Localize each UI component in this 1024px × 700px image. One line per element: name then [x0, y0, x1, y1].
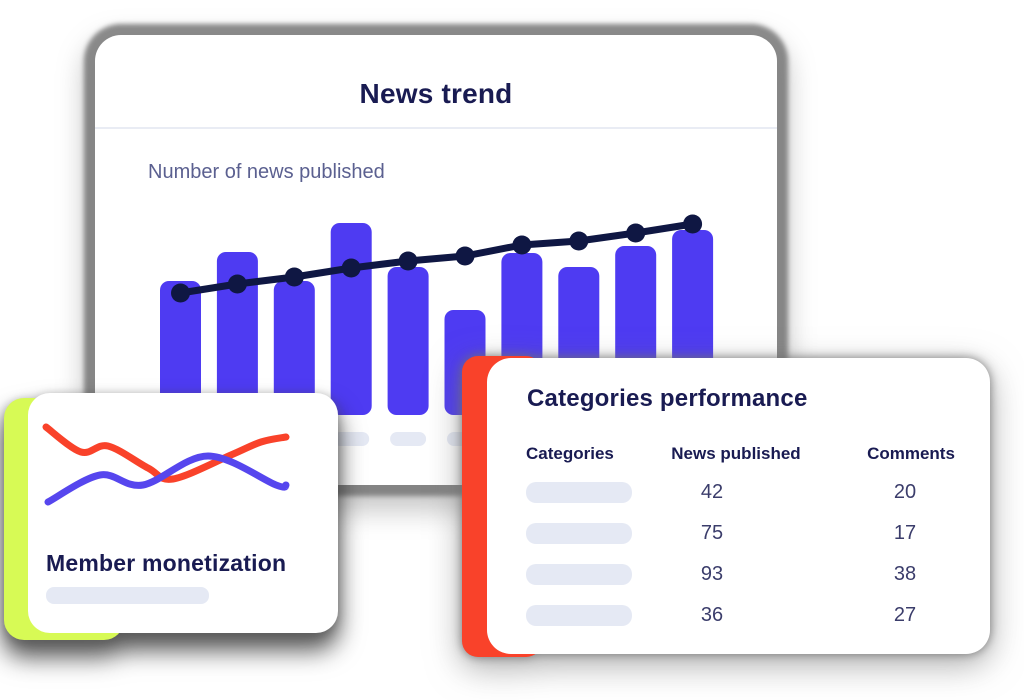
news-trend-title: News trend: [359, 78, 513, 109]
bar: [387, 267, 429, 415]
member-label-placeholder: [46, 587, 209, 604]
table-row: 36 27: [487, 595, 990, 636]
table-row: 93 38: [487, 554, 990, 595]
bar: [160, 281, 201, 415]
categories-table-header: Categories News published Comments: [487, 442, 990, 466]
bar: [216, 252, 258, 415]
category-name-placeholder: [526, 482, 632, 503]
news-published-value: 36: [700, 604, 724, 626]
trend-line-dot: [455, 246, 475, 266]
trend-line-dot: [341, 258, 361, 278]
trend-line-dot: [512, 235, 532, 255]
comments-value: 17: [893, 522, 917, 544]
trend-line-dot: [569, 231, 589, 251]
x-axis-label-placeholder: [333, 432, 370, 446]
comments-value: 38: [893, 563, 917, 585]
category-name-placeholder: [526, 564, 632, 585]
column-header-categories: Categories: [526, 444, 614, 463]
news-card-divider: [95, 127, 777, 129]
member-monetization-title: Member monetization: [46, 550, 287, 576]
trend-line-dot: [626, 223, 646, 243]
news-published-value: 42: [700, 481, 724, 503]
trend-line-dot: [227, 274, 247, 294]
categories-performance-card: Categories performance Categories News p…: [440, 340, 1024, 700]
table-row: 42 20: [487, 472, 990, 513]
column-header-comments: Comments: [867, 444, 955, 463]
trend-line-dot: [284, 267, 304, 287]
news-published-value: 93: [700, 563, 724, 585]
member-line-blue: [44, 452, 290, 506]
comments-value: 20: [893, 481, 917, 503]
news-trend-subtitle: Number of news published: [148, 161, 385, 183]
member-monetization-line-chart: [42, 423, 290, 506]
table-row: 75 17: [487, 513, 990, 554]
x-axis-label-placeholder: [390, 432, 427, 446]
trend-line-dot: [683, 214, 703, 234]
trend-line: [177, 220, 697, 297]
trend-line-dot: [398, 251, 418, 271]
column-header-news-published: News published: [671, 444, 801, 463]
category-name-placeholder: [526, 605, 632, 626]
categories-card-surface: Categories performance Categories News p…: [487, 358, 990, 654]
bar: [273, 281, 315, 415]
member-card-surface: Member monetization: [28, 393, 338, 633]
comments-value: 27: [893, 604, 917, 626]
category-name-placeholder: [526, 523, 632, 544]
member-monetization-card: Member monetization: [0, 0, 360, 660]
categories-performance-title: Categories performance: [527, 385, 808, 412]
trend-line-dot: [171, 283, 190, 303]
news-published-value: 75: [700, 522, 724, 544]
